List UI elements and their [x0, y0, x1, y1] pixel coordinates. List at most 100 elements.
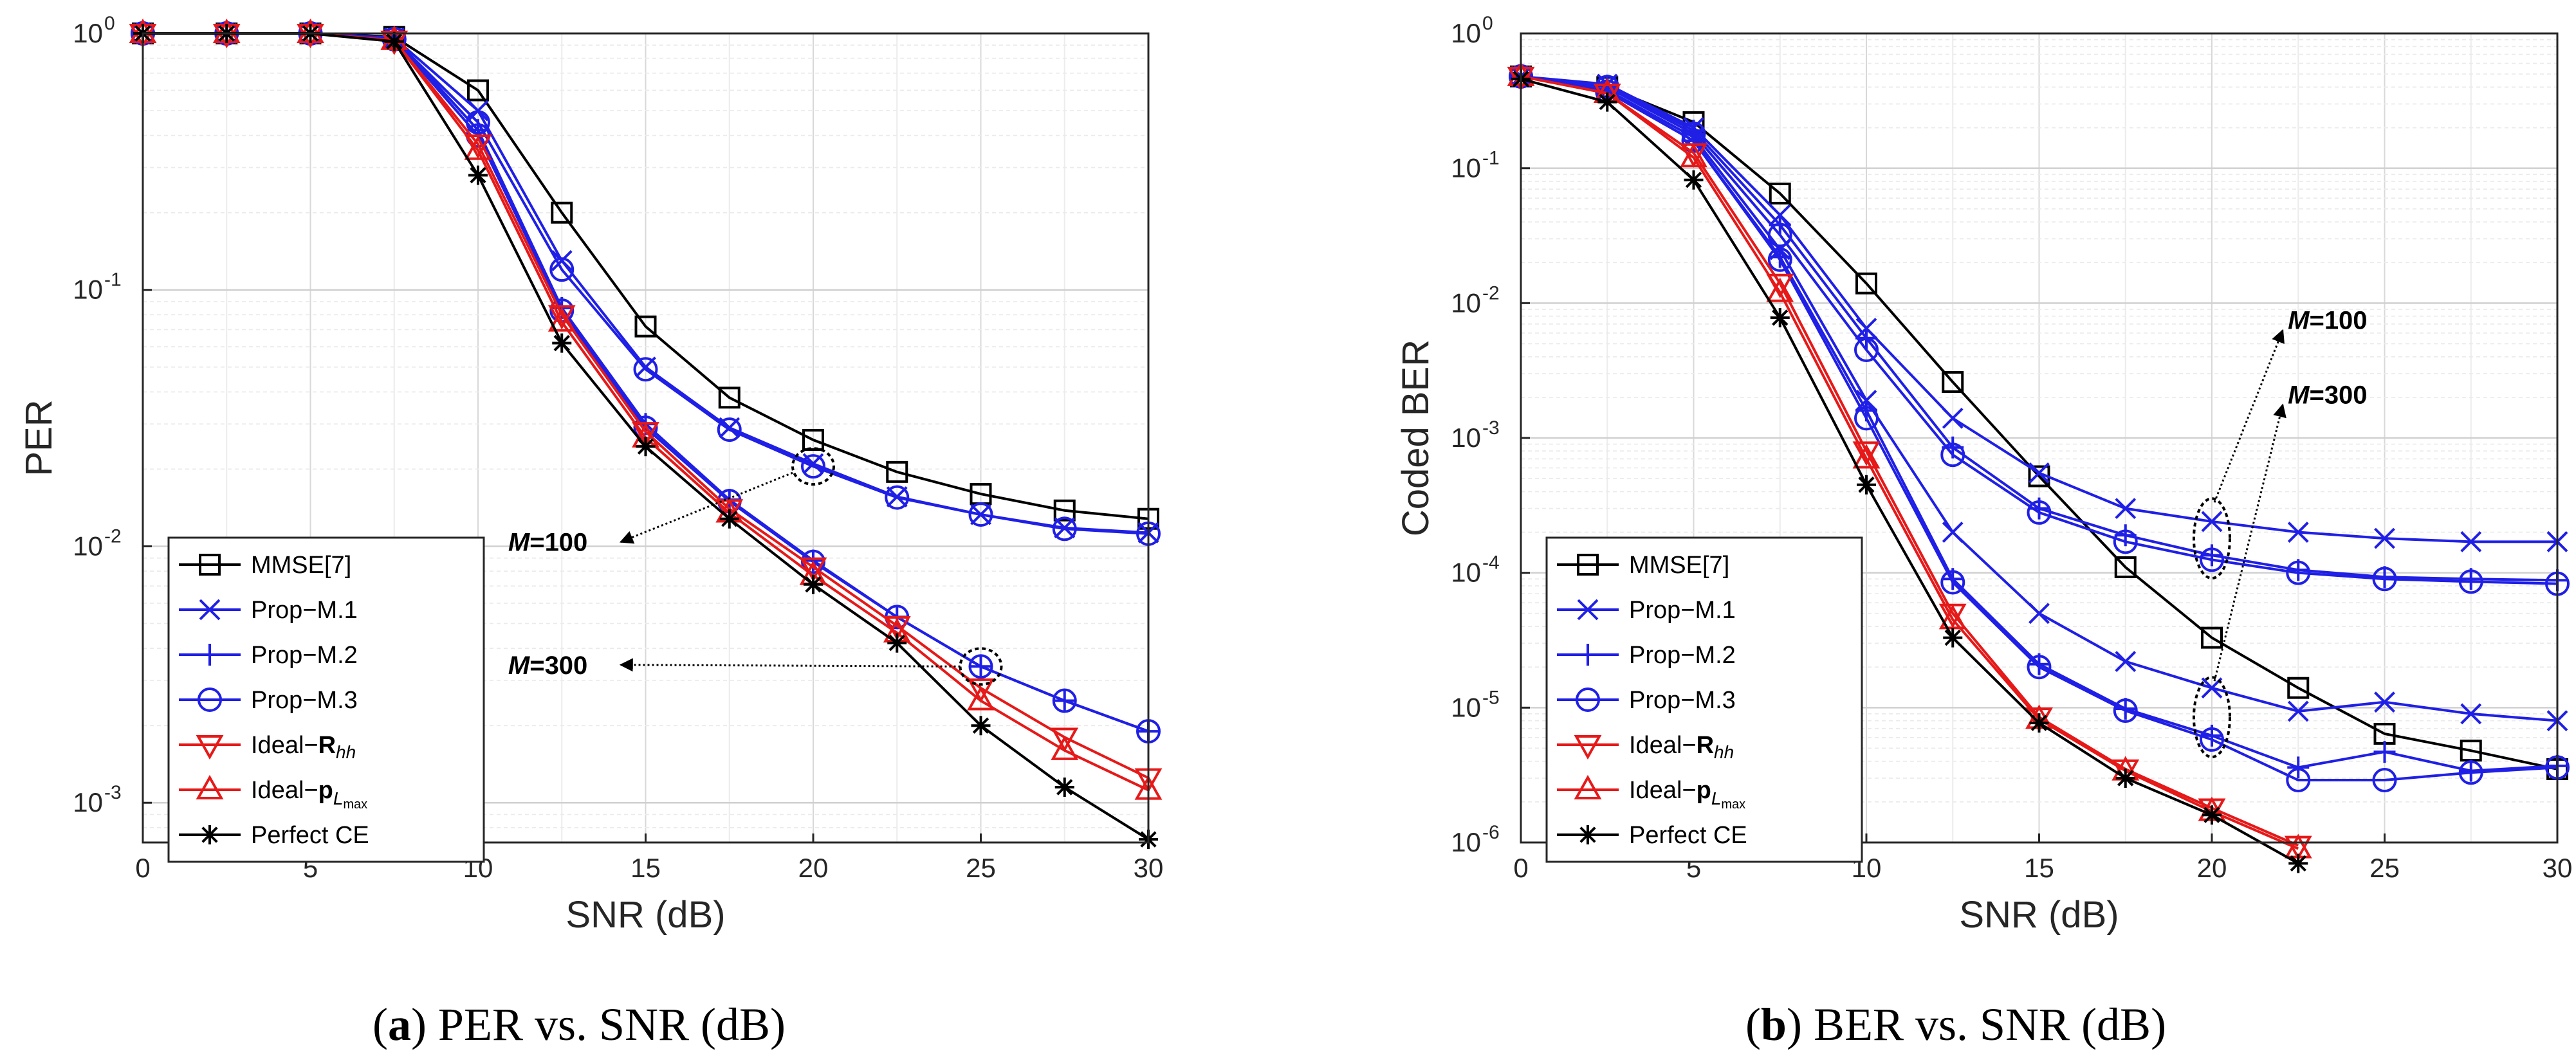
data-point	[2115, 498, 2137, 520]
legend-item: Prop−M.1	[1557, 597, 1736, 624]
data-point	[634, 315, 657, 338]
data-point	[2029, 713, 2049, 733]
legend-marker	[196, 735, 224, 760]
data-point	[968, 654, 993, 679]
data-point	[2114, 698, 2137, 720]
data-point	[1942, 407, 1964, 429]
y-tick-exponent: 0	[1482, 13, 1493, 34]
data-point	[2115, 651, 2137, 672]
legend-label: MMSE[7]	[251, 552, 351, 579]
legend-label: Prop−M.2	[1629, 642, 1736, 669]
y-tick-label: 10	[1451, 423, 1481, 453]
data-point	[1940, 442, 1965, 468]
data-point	[2287, 700, 2309, 722]
data-point	[2113, 698, 2138, 724]
annotation-label: M=100	[2288, 307, 2367, 335]
y-axis-label: PER	[18, 399, 60, 476]
x-tick-label: 25	[2369, 853, 2400, 883]
data-point	[719, 509, 739, 529]
data-point	[2286, 560, 2311, 585]
x-tick-label: 15	[2024, 853, 2054, 883]
data-point	[2287, 756, 2310, 779]
data-point	[2114, 556, 2137, 578]
legend-label: Prop−M.1	[1629, 597, 1736, 624]
data-point	[2458, 569, 2483, 594]
y-tick-exponent: -3	[104, 782, 122, 803]
legend-item: Prop−M.2	[179, 642, 358, 669]
y-tick-exponent: -3	[1482, 417, 1500, 439]
data-point	[2288, 853, 2308, 873]
data-point	[2200, 727, 2224, 752]
data-point	[1051, 727, 1079, 752]
data-point	[2373, 566, 2396, 588]
y-tick-exponent: -6	[1482, 822, 1500, 843]
legend: MMSE[7] Prop−M.1 Prop−M.2 Prop−M.3 Ideal−Rhh…	[167, 536, 485, 863]
data-point	[885, 485, 910, 510]
data-point	[717, 417, 742, 442]
data-point	[2027, 500, 2052, 525]
data-point	[1054, 778, 1074, 797]
data-point	[552, 333, 572, 353]
legend-label: Perfect CE	[251, 822, 369, 849]
data-point	[799, 557, 827, 582]
y-tick-label: 10	[73, 787, 103, 817]
data-point	[1942, 370, 1964, 393]
data-point	[2372, 768, 2397, 793]
x-tick-label: 20	[798, 853, 829, 883]
y-tick-exponent: -1	[1482, 148, 1500, 169]
data-point	[886, 460, 908, 483]
data-point	[1767, 247, 1792, 272]
y-tick-label: 10	[73, 531, 103, 561]
data-point	[2115, 768, 2135, 788]
data-point	[551, 250, 573, 271]
legend-marker	[1577, 599, 1599, 621]
data-point	[2458, 760, 2483, 785]
data-point	[2201, 511, 2223, 533]
annotation-label: M=300	[2288, 381, 2367, 409]
data-point	[468, 165, 488, 185]
y-tick-exponent: -4	[1482, 552, 1500, 574]
annotation-label: M=300	[508, 651, 587, 680]
data-point	[1680, 142, 1707, 168]
legend-item: Prop−M.3	[179, 687, 358, 714]
data-point	[1938, 605, 1967, 630]
y-tick-label: 10	[1451, 692, 1481, 722]
x-tick-label: 20	[2197, 853, 2227, 883]
legend-item: Ideal−Rhh	[1557, 732, 1734, 762]
data-point	[1766, 277, 1794, 302]
data-point	[971, 716, 991, 736]
legend-item: Prop−M.1	[179, 597, 358, 624]
legend-item: Ideal−Rhh	[179, 732, 356, 762]
caption-b: (b) BER vs. SNR (dB)	[1745, 999, 2167, 1050]
data-point	[1684, 170, 1704, 190]
data-point	[801, 454, 825, 479]
legend-label: MMSE[7]	[1629, 552, 1729, 579]
data-point	[1857, 475, 1876, 495]
annotation-label: M=100	[508, 529, 587, 557]
data-point	[2200, 547, 2224, 572]
annotation-arrow	[619, 471, 793, 544]
annotation-1: M=300	[2193, 381, 2368, 759]
series-line	[1520, 75, 2299, 850]
data-point	[2029, 462, 2050, 484]
legend-item: Ideal−pLmax	[1557, 774, 1745, 812]
data-point	[467, 79, 489, 102]
data-point	[2027, 655, 2052, 680]
data-point	[551, 201, 573, 224]
y-tick-label: 10	[1451, 827, 1481, 857]
annotation-ellipse	[959, 647, 1003, 686]
x-tick-label: 30	[2543, 853, 2573, 883]
legend-item: MMSE[7]	[179, 552, 351, 579]
data-point	[1770, 307, 1790, 327]
legend-marker	[196, 774, 224, 799]
legend-marker	[1577, 644, 1599, 666]
annotation-1: M=300	[508, 647, 1003, 686]
caption-a: (a) PER vs. SNR (dB)	[372, 999, 786, 1050]
data-point	[1769, 182, 1791, 205]
data-point	[1854, 338, 1879, 363]
legend-item: Prop−M.3	[1557, 687, 1736, 714]
data-point	[2287, 677, 2310, 699]
